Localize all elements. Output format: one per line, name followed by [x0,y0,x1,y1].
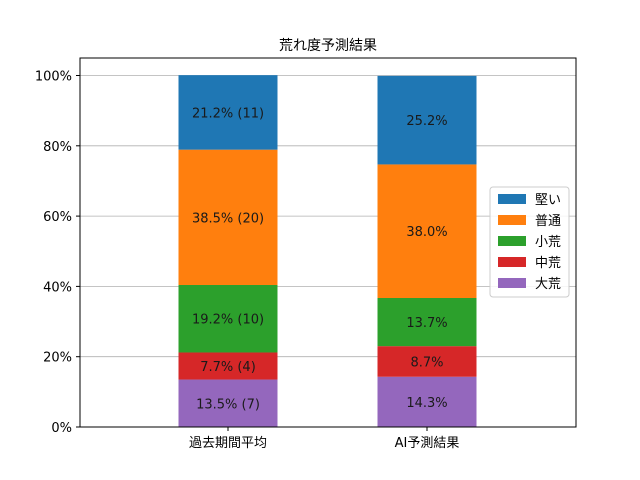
legend-label: 堅い [535,193,561,208]
x-tick-label: AI予測結果 [395,436,460,451]
segment-label: 38.0% [406,225,447,240]
legend-swatch [498,236,526,246]
segment-label: 7.7% (4) [200,360,256,375]
y-tick-label: 20% [43,351,72,366]
legend-swatch [498,278,526,288]
y-tick-label: 40% [43,280,72,295]
bar-segment [178,284,278,353]
bar-segment [377,376,477,427]
bar-segment [178,352,278,380]
bar-segment [377,75,477,165]
bars [178,75,477,427]
bar-segment [178,379,278,427]
legend-label: 中荒 [535,256,561,271]
x-tick-label: 過去期間平均 [189,436,267,451]
chart-title: 荒れ度予測結果 [279,38,377,54]
bar-segment [377,164,477,298]
y-tick-label: 60% [43,210,72,225]
y-axis-ticks: 0% 20% 40% 60% 80% 100% [35,70,80,436]
segment-label: 38.5% (20) [192,211,264,226]
y-tick-label: 0% [51,421,72,436]
x-axis-ticks: 過去期間平均 AI予測結果 [189,427,459,451]
plot-frame [79,57,577,428]
segment-label: 19.2% (10) [192,313,264,328]
legend-box [489,186,570,298]
segment-label: 14.3% [406,396,447,411]
segment-labels: 13.5% (7) 7.7% (4) 19.2% (10) 38.5% (20) 21.… [192,106,448,412]
legend-label: 小荒 [535,235,561,250]
bar-segment [178,149,278,285]
segment-label: 21.2% (11) [192,106,264,121]
bar-segment [178,75,278,150]
segment-label: 13.5% (7) [196,397,260,412]
y-tick-label: 100% [35,70,72,85]
y-tick-label: 80% [43,140,72,155]
legend-label: 普通 [535,214,561,229]
legend-swatch [498,215,526,225]
legend-swatch [498,257,526,267]
segment-label: 25.2% [406,114,447,129]
bar-segment [377,297,477,347]
legend-swatch [498,194,526,204]
bar-segment [377,346,477,377]
legend-label: 大荒 [535,277,561,292]
segment-label: 8.7% [410,355,443,370]
segment-label: 13.7% [406,316,447,331]
